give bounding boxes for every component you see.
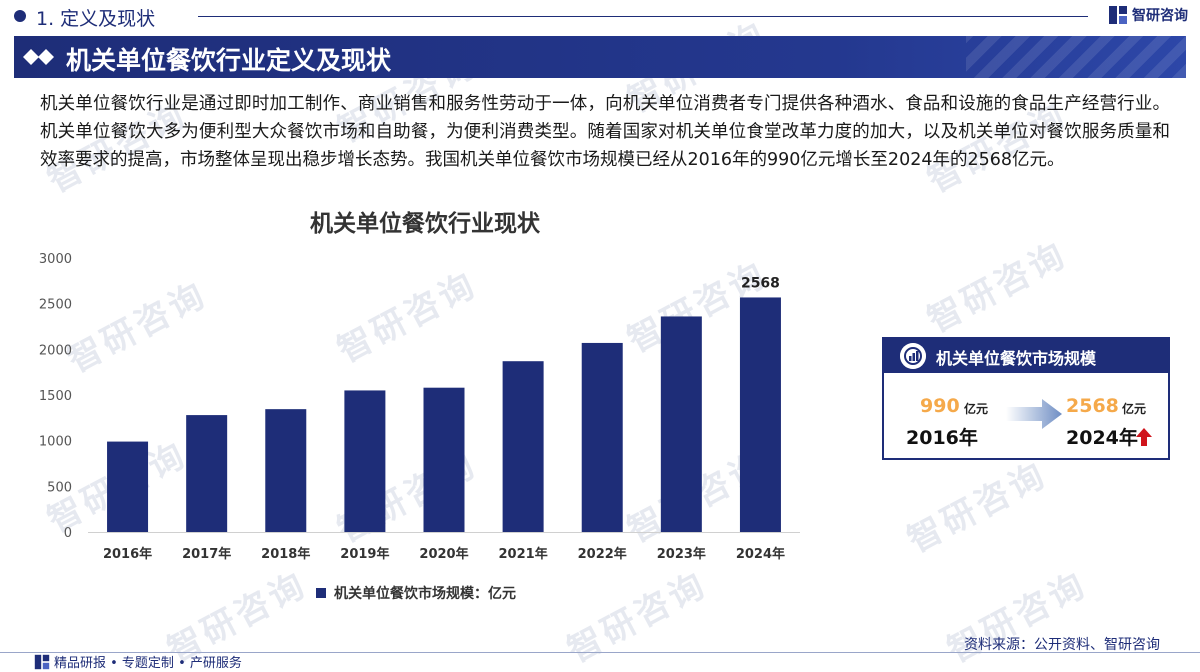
banner-title: 机关单位餐饮行业定义及现状 — [66, 46, 392, 75]
x-tick-label: 2019年 — [340, 546, 389, 562]
bar — [265, 409, 307, 532]
x-tick-label: 2023年 — [657, 546, 706, 562]
chart-gauge-icon — [900, 343, 926, 369]
card-title: 机关单位餐饮市场规模 — [936, 349, 1097, 368]
brand-name: 智研咨询 — [1132, 8, 1188, 24]
y-tick-label: 2000 — [39, 343, 72, 358]
market-size-card: 机关单位餐饮市场规模 990 亿元 2016年 2568 亿元 2024年 — [882, 337, 1170, 460]
intro-paragraph: 机关单位餐饮行业是通过即时加工制作、商业销售和服务性劳动于一体，向机关单位消费者… — [40, 94, 1170, 170]
y-tick-label: 3000 — [39, 252, 72, 267]
x-tick-label: 2018年 — [261, 546, 310, 562]
bar — [186, 415, 228, 532]
x-tick-label: 2022年 — [578, 546, 627, 562]
header-divider — [198, 16, 1088, 17]
legend-swatch — [316, 588, 326, 598]
bar — [423, 387, 465, 532]
x-tick-label: 2024年 — [736, 546, 785, 562]
bar — [660, 316, 702, 532]
legend-label: 机关单位餐饮市场规模：亿元 — [334, 586, 516, 602]
section-bullet-icon — [14, 10, 26, 22]
x-tick-label: 2016年 — [103, 546, 152, 562]
end-year: 2024年 — [1066, 427, 1138, 449]
watermark: 智研咨询 — [921, 234, 1075, 341]
data-source: 资料来源：公开资料、智研咨询 — [964, 637, 1160, 653]
y-tick-label: 0 — [64, 526, 72, 541]
diamond-bullets-icon — [23, 49, 54, 65]
data-label: 2568 — [741, 275, 780, 291]
bar — [739, 297, 781, 532]
footer: 精品研报 • 专题定制 • 产研服务 — [34, 652, 242, 671]
footer-services: 精品研报 • 专题定制 • 产研服务 — [54, 656, 242, 671]
bar — [107, 441, 149, 532]
bar — [502, 361, 544, 532]
section-title: 1. 定义及现状 — [36, 8, 156, 30]
bar — [344, 390, 386, 532]
brand-logo-icon — [1109, 6, 1127, 24]
x-tick-label: 2017年 — [182, 546, 231, 562]
end-value: 2568 — [1066, 395, 1119, 417]
y-tick-label: 1500 — [39, 389, 72, 404]
y-tick-label: 2500 — [39, 298, 72, 313]
y-axis: 0 500 1000 1500 2000 2500 3000 — [39, 252, 72, 541]
top-bar: 1. 定义及现状 智研咨询 — [0, 0, 1200, 34]
watermark: 智研咨询 — [941, 564, 1095, 671]
watermark: 智研咨询 — [901, 454, 1055, 561]
x-axis: 2016年 2017年 2018年 2019年 2020年 2021年 2022年 2023年… — [88, 532, 800, 562]
x-tick-label: 2020年 — [419, 546, 468, 562]
card-header: 机关单位餐饮市场规模 — [884, 339, 1168, 373]
start-year: 2016年 — [906, 427, 978, 449]
growth-arrow-icon — [1006, 399, 1062, 429]
x-tick-label: 2021年 — [499, 546, 548, 562]
start-value: 990 — [920, 395, 960, 417]
bar-chart: 0 500 1000 1500 2000 2500 3000 2568 2016年 2017年… — [39, 252, 800, 562]
bar-series: 2568 — [107, 275, 781, 532]
up-arrow-icon — [1136, 428, 1152, 446]
y-tick-label: 500 — [47, 480, 72, 495]
brand: 智研咨询 — [1108, 4, 1188, 26]
end-unit: 亿元 — [1122, 402, 1147, 416]
chart-title: 机关单位餐饮行业现状 — [310, 211, 540, 237]
footer-divider — [0, 652, 1200, 653]
banner-stripes — [966, 36, 1186, 78]
chart-legend: 机关单位餐饮市场规模：亿元 — [316, 583, 516, 603]
bar — [581, 342, 623, 532]
start-unit: 亿元 — [964, 402, 989, 416]
title-banner: 机关单位餐饮行业定义及现状 — [14, 36, 1186, 78]
footer-logo-icon — [34, 654, 50, 669]
y-tick-label: 1000 — [39, 435, 72, 450]
